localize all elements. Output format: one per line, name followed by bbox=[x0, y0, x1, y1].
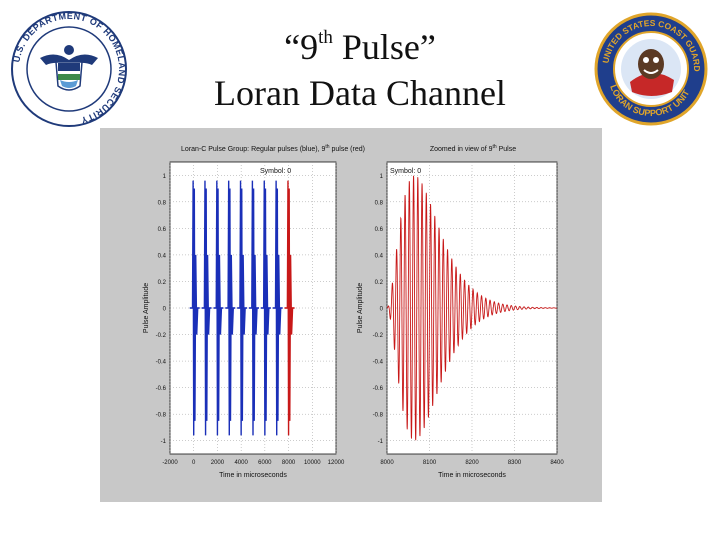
x-tick-label: 8400 bbox=[550, 460, 564, 466]
right-plot-x-axis-label: Time in microseconds bbox=[438, 472, 506, 479]
blue-pulse bbox=[203, 180, 211, 436]
x-tick-label: 8200 bbox=[465, 460, 479, 466]
red-ninth-pulse bbox=[286, 180, 294, 436]
right-plot-grid bbox=[386, 162, 558, 454]
y-tick-label: -0.6 bbox=[156, 386, 167, 392]
x-tick-label: -2000 bbox=[162, 460, 178, 466]
left-plot: Loran-C Pulse Group: Regular pulses (blu… bbox=[143, 144, 365, 479]
left-plot-x-axis-label: Time in microseconds bbox=[219, 472, 287, 479]
y-tick-label: -0.4 bbox=[156, 360, 167, 366]
zoomed-ninth-pulse-waveform bbox=[386, 175, 558, 441]
x-tick-label: 12000 bbox=[328, 460, 345, 466]
y-tick-label: -1 bbox=[161, 439, 167, 445]
y-tick-label: 1 bbox=[380, 174, 384, 180]
y-tick-label: -0.8 bbox=[373, 413, 384, 419]
left-plot-y-axis-label: Pulse Amplitude bbox=[143, 283, 150, 333]
blue-pulse bbox=[239, 180, 246, 436]
right-plot-x-ticks: 8000 8100 8200 8300 8400 bbox=[380, 460, 564, 466]
x-tick-label: 8100 bbox=[423, 460, 437, 466]
y-tick-label: -1 bbox=[378, 439, 384, 445]
x-tick-label: 8300 bbox=[508, 460, 522, 466]
x-tick-label: 6000 bbox=[258, 460, 272, 466]
left-plot-y-ticks: 1 0.8 0.6 0.4 0.2 0 -0.2 -0.4 -0.6 -0.8 -1 bbox=[156, 174, 167, 445]
left-plot-title: Loran-C Pulse Group: Regular pulses (blu… bbox=[181, 144, 365, 153]
y-tick-label: -0.2 bbox=[373, 333, 384, 339]
blue-pulse bbox=[191, 180, 199, 436]
blue-pulse bbox=[251, 180, 258, 436]
left-plot-marks bbox=[189, 180, 295, 436]
slide-title: “9th Pulse” Loran Data Channel bbox=[150, 18, 570, 116]
right-plot-y-ticks: 1 0.8 0.6 0.4 0.2 0 -0.2 -0.4 -0.6 -0.8 -1 bbox=[373, 174, 384, 445]
loran-pulse-figure: Loran-C Pulse Group: Regular pulses (blu… bbox=[100, 128, 602, 502]
y-tick-label: 0.2 bbox=[158, 280, 167, 286]
blue-pulse bbox=[227, 180, 234, 436]
x-tick-label: 2000 bbox=[211, 460, 225, 466]
y-tick-label: -0.8 bbox=[156, 413, 167, 419]
y-tick-label: 0 bbox=[380, 307, 384, 313]
y-tick-label: 0.4 bbox=[158, 253, 167, 259]
blue-pulse bbox=[274, 180, 282, 436]
y-tick-label: -0.6 bbox=[373, 386, 384, 392]
y-tick-label: 0.6 bbox=[158, 227, 167, 233]
blue-pulse bbox=[215, 180, 223, 436]
x-tick-label: 8000 bbox=[380, 460, 394, 466]
right-plot-title: Zoomed in view of 9th Pulse bbox=[430, 144, 516, 153]
uscg-loran-patch-logo: UNITED STATES COAST GUARD LORAN SUPPORT … bbox=[594, 12, 708, 126]
blue-pulse bbox=[262, 180, 270, 436]
x-tick-label: 4000 bbox=[234, 460, 248, 466]
slide-title-line2: Loran Data Channel bbox=[214, 73, 506, 113]
y-tick-label: 1 bbox=[163, 174, 167, 180]
right-plot-marks bbox=[386, 175, 558, 441]
left-plot-symbol-annotation: Symbol: 0 bbox=[260, 168, 291, 175]
right-plot-symbol-annotation: Symbol: 0 bbox=[390, 168, 421, 175]
slide-title-line1: “9th Pulse” bbox=[284, 27, 436, 67]
y-tick-label: 0.2 bbox=[375, 280, 384, 286]
y-tick-label: -0.2 bbox=[156, 333, 167, 339]
left-plot-x-ticks: -2000 0 2000 4000 6000 8000 10000 12000 bbox=[162, 460, 345, 466]
y-tick-label: 0.6 bbox=[375, 227, 384, 233]
x-tick-label: 10000 bbox=[304, 460, 321, 466]
y-tick-label: 0.8 bbox=[158, 200, 167, 206]
y-tick-label: -0.4 bbox=[373, 360, 384, 366]
right-plot: Zoomed in view of 9th Pulse 1 0.8 0.6 0.4 0.… bbox=[357, 144, 564, 479]
y-tick-label: 0 bbox=[163, 307, 167, 313]
dhs-seal-logo: U.S. DEPARTMENT OF HOMELAND SECURITY bbox=[11, 11, 127, 127]
y-tick-label: 0.4 bbox=[375, 253, 384, 259]
x-tick-label: 0 bbox=[192, 460, 196, 466]
y-tick-label: 0.8 bbox=[375, 200, 384, 206]
x-tick-label: 8000 bbox=[282, 460, 296, 466]
right-plot-y-axis-label: Pulse Amplitude bbox=[357, 283, 364, 333]
